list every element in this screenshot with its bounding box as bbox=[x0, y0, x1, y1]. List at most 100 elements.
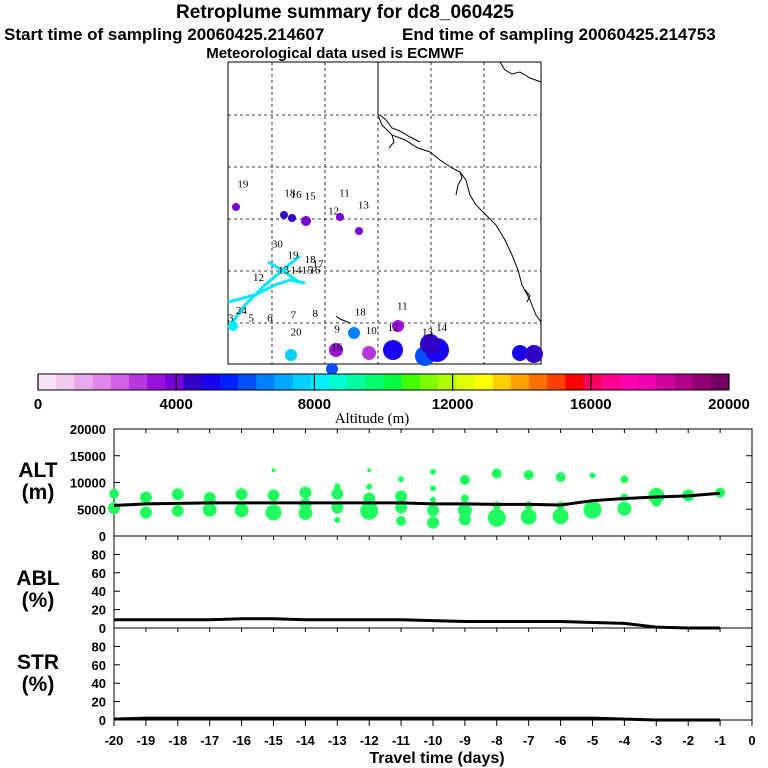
colorbar-swatch bbox=[128, 374, 148, 390]
x-tick-label: -8 bbox=[491, 733, 503, 748]
colorbar-swatch bbox=[274, 374, 294, 390]
x-tick-label: -1 bbox=[714, 733, 726, 748]
map-frame bbox=[227, 61, 542, 365]
x-tick-label: -4 bbox=[619, 733, 631, 748]
alt-point bbox=[651, 496, 662, 507]
alt-point bbox=[265, 504, 282, 521]
map-label: 14 bbox=[291, 264, 303, 276]
alt-point bbox=[139, 506, 152, 519]
alt-point bbox=[430, 468, 436, 475]
x-tick-label: -10 bbox=[424, 733, 443, 748]
alt-point bbox=[555, 472, 566, 483]
colorbar-swatch bbox=[638, 374, 657, 390]
alt-point bbox=[491, 468, 502, 479]
str-y-tick-label: 40 bbox=[92, 676, 106, 691]
colorbar-swatch bbox=[328, 374, 348, 390]
abl-y-tick-label: 60 bbox=[92, 566, 106, 581]
alt-y-tick-label: 20000 bbox=[70, 422, 106, 437]
x-tick-label: -3 bbox=[651, 733, 663, 748]
map-marker bbox=[512, 345, 528, 361]
map-marker bbox=[329, 343, 343, 357]
x-tick-label: -14 bbox=[296, 733, 316, 748]
alt-point bbox=[271, 468, 276, 473]
map-marker bbox=[355, 227, 363, 235]
x-tick-label: -16 bbox=[232, 733, 251, 748]
colorbar-swatch bbox=[219, 374, 239, 390]
alt-point bbox=[202, 502, 217, 517]
x-tick-label: -2 bbox=[682, 733, 694, 748]
map-marker bbox=[301, 216, 311, 226]
colorbar-swatch bbox=[165, 374, 184, 390]
map-label: 9 bbox=[334, 323, 340, 335]
x-tick-label: -6 bbox=[555, 733, 567, 748]
alt-point bbox=[552, 508, 569, 525]
alt-point bbox=[427, 516, 439, 529]
map-marker bbox=[362, 346, 376, 360]
colorbar-swatch bbox=[619, 374, 639, 390]
map-label: 18 bbox=[305, 254, 317, 266]
colorbar-swatch bbox=[419, 374, 439, 390]
alt-point bbox=[299, 486, 312, 499]
alt-point bbox=[203, 492, 216, 505]
map-marker bbox=[336, 213, 344, 221]
alt-y-tick-label: 10000 bbox=[70, 476, 106, 491]
colorbar-swatch bbox=[583, 374, 603, 390]
map-label: 11 bbox=[397, 301, 408, 313]
colorbar-swatch bbox=[547, 374, 566, 390]
colorbar-tick-label: 16000 bbox=[570, 396, 612, 413]
abl-panel: 80 60 40 20 0 bbox=[92, 547, 752, 636]
alt-point bbox=[139, 491, 152, 504]
colorbar-swatch bbox=[565, 374, 585, 390]
alt-point bbox=[589, 472, 596, 479]
alt-point bbox=[458, 513, 471, 526]
colorbar-swatch bbox=[438, 374, 457, 390]
map-marker bbox=[326, 363, 338, 375]
x-axis-title: Travel time (days) bbox=[369, 750, 504, 767]
x-tick-label: -15 bbox=[264, 733, 283, 748]
alt-point bbox=[298, 505, 313, 520]
alt-point bbox=[334, 483, 341, 490]
x-tick-label: -7 bbox=[523, 733, 535, 748]
colorbar-swatch bbox=[183, 374, 203, 390]
colorbar-swatch bbox=[38, 374, 57, 390]
alt-point bbox=[109, 488, 119, 499]
map-label: 19 bbox=[237, 178, 249, 190]
altitude-colorbar bbox=[37, 373, 730, 391]
alt-point bbox=[367, 468, 372, 473]
coastline bbox=[335, 61, 542, 324]
alt-point bbox=[715, 487, 726, 498]
colorbar-swatch bbox=[74, 374, 94, 390]
map-marker bbox=[420, 334, 440, 354]
map-label: 15 bbox=[305, 190, 317, 202]
alt-label: ALT bbox=[18, 459, 57, 482]
x-tick-label: 0 bbox=[748, 733, 755, 748]
map-label: 18 bbox=[355, 307, 367, 319]
alt-point bbox=[589, 512, 596, 519]
colorbar-swatch bbox=[601, 374, 621, 390]
abl-label: ABL bbox=[16, 567, 59, 590]
colorbar-tick-label: 20000 bbox=[708, 396, 750, 413]
abl-y-tick-label: 0 bbox=[99, 621, 106, 636]
colorbar-title: Altitude (m) bbox=[335, 411, 410, 427]
str-line bbox=[113, 716, 721, 722]
map-label: 16 bbox=[291, 189, 303, 201]
str-label: STR bbox=[17, 651, 59, 674]
colorbar-swatch bbox=[383, 374, 403, 390]
alt-point bbox=[520, 508, 537, 525]
map-marker bbox=[288, 214, 296, 222]
map-label: 17 bbox=[313, 258, 325, 270]
x-tick-label: -20 bbox=[105, 733, 124, 748]
colorbar-swatch bbox=[674, 374, 694, 390]
x-tick-label: -5 bbox=[587, 733, 599, 748]
abl-y-tick-label: 80 bbox=[92, 547, 106, 562]
map-marker bbox=[392, 320, 404, 332]
abl-line bbox=[114, 617, 721, 630]
alt-y-tick-label: 5000 bbox=[77, 502, 106, 517]
alt-unit-label: (m) bbox=[22, 481, 55, 504]
map-label: 16 bbox=[331, 341, 343, 353]
map-label: 14 bbox=[436, 322, 448, 334]
alt-point bbox=[331, 501, 344, 514]
colorbar-swatch bbox=[110, 374, 130, 390]
map-label: 12 bbox=[253, 272, 264, 284]
